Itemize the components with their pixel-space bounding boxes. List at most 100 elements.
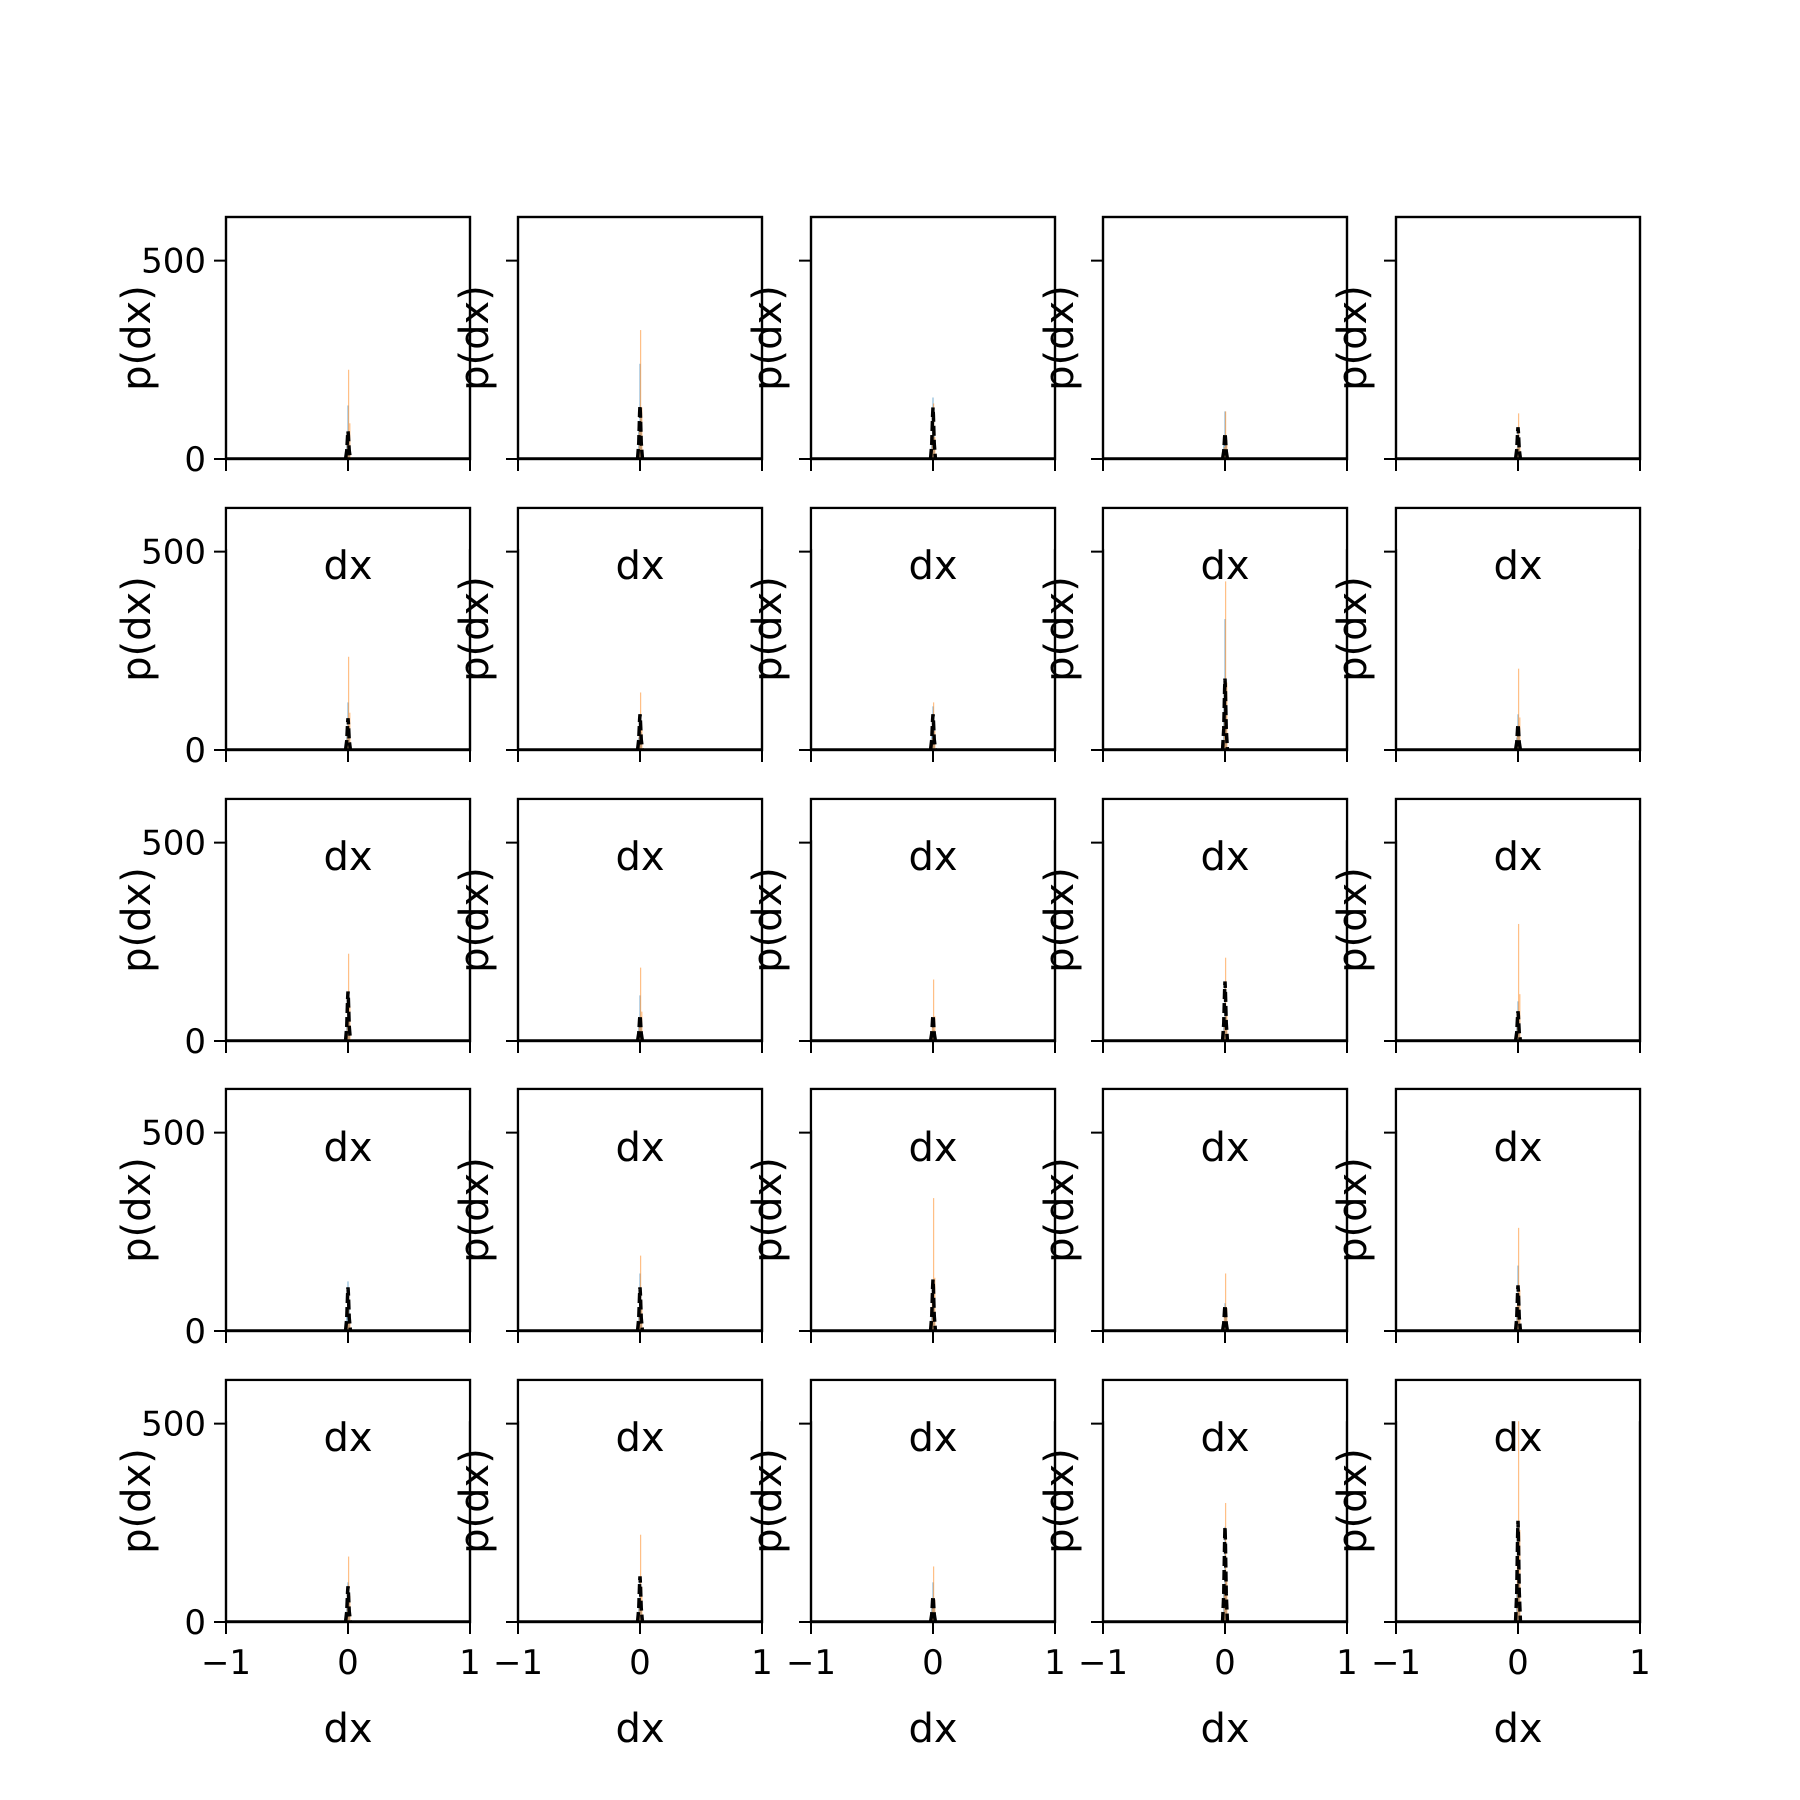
dashed-density-r1c5 bbox=[1513, 427, 1523, 460]
hist-b-bar-r5c4-2 bbox=[1226, 1574, 1228, 1622]
hist-b-bar-r4c4-2 bbox=[1226, 1307, 1228, 1331]
y-axis-label-r3c3: p(dx) bbox=[745, 867, 791, 973]
xtick-label-r5c1-1: 0 bbox=[337, 1643, 359, 1683]
x-axis-label-r4c3: dx bbox=[908, 1415, 957, 1461]
xtick-label-r5c5-0: −1 bbox=[1371, 1643, 1421, 1683]
hist-b-bar-r4c5-1 bbox=[1517, 1227, 1520, 1331]
y-axis-label-r5c5: p(dx) bbox=[1330, 1448, 1376, 1554]
x-axis-label-r1c4: dx bbox=[1200, 543, 1249, 589]
y-axis-label-r4c3: p(dx) bbox=[745, 1157, 791, 1263]
x-axis-label-r3c5: dx bbox=[1493, 1125, 1542, 1171]
x-axis-label-r1c3: dx bbox=[908, 543, 957, 589]
y-axis-label-r5c4: p(dx) bbox=[1037, 1448, 1083, 1554]
y-axis-label-r3c1: p(dx) bbox=[114, 867, 160, 973]
y-axis-label-r2c4: p(dx) bbox=[1037, 576, 1083, 682]
xtick-label-r5c2-2: 1 bbox=[751, 1643, 773, 1683]
x-axis-label-r1c2: dx bbox=[615, 543, 664, 589]
x-axis-label-r3c4: dx bbox=[1200, 1125, 1249, 1171]
y-axis-label-r3c2: p(dx) bbox=[452, 867, 498, 973]
dashed-density-r1c4 bbox=[1220, 433, 1230, 460]
overlap-mask-r5c2 bbox=[519, 1381, 761, 1422]
y-axis-label-r1c1: p(dx) bbox=[114, 285, 160, 391]
y-axis-label-r1c2: p(dx) bbox=[452, 285, 498, 391]
ytick-label-r2c1-1: 500 bbox=[141, 533, 206, 573]
overlap-mask-r5c4 bbox=[1104, 1381, 1346, 1422]
x-axis-label-r5c4: dx bbox=[1200, 1706, 1249, 1752]
dashed-density-r2c1 bbox=[343, 718, 353, 751]
y-axis-label-r5c2: p(dx) bbox=[452, 1448, 498, 1554]
xtick-label-r5c1-0: −1 bbox=[201, 1643, 251, 1683]
dashed-density-r3c5 bbox=[1513, 1011, 1523, 1042]
xtick-label-r5c2-0: −1 bbox=[493, 1643, 543, 1683]
ytick-label-r5c1-0: 0 bbox=[184, 1603, 206, 1643]
hist-b-bar-r3c1-2 bbox=[349, 1006, 351, 1041]
y-axis-label-r4c5: p(dx) bbox=[1330, 1157, 1376, 1263]
hist-b-bar-r1c2-2 bbox=[641, 407, 643, 459]
x-axis-label-r4c4: dx bbox=[1200, 1415, 1249, 1461]
x-axis-label-r2c1: dx bbox=[323, 834, 372, 880]
y-axis-label-r2c1: p(dx) bbox=[114, 576, 160, 682]
x-axis-label-r5c2: dx bbox=[615, 1706, 664, 1752]
ytick-label-r1c1-1: 500 bbox=[141, 242, 206, 282]
y-axis-label-r5c3: p(dx) bbox=[745, 1448, 791, 1554]
ytick-label-r5c1-1: 500 bbox=[141, 1405, 206, 1445]
overlap-mask-r2c3 bbox=[812, 509, 1054, 550]
overlap-mask-r4c5 bbox=[1397, 1090, 1639, 1131]
ytick-label-r4c1-1: 500 bbox=[141, 1114, 206, 1154]
overlap-mask-r4c2 bbox=[519, 1090, 761, 1131]
ytick-label-r2c1-0: 0 bbox=[184, 731, 206, 771]
overlap-mask-r2c1 bbox=[227, 509, 469, 550]
x-axis-label-r3c1: dx bbox=[323, 1125, 372, 1171]
dashed-density-r4c4 bbox=[1220, 1305, 1230, 1332]
dashed-density-r3c2 bbox=[635, 1015, 645, 1042]
dashed-density-r4c5 bbox=[1513, 1285, 1523, 1332]
dashed-density-r5c5 bbox=[1513, 1520, 1523, 1623]
hist-b-bar-r3c4-0 bbox=[1223, 1020, 1225, 1041]
y-axis-label-r3c4: p(dx) bbox=[1037, 867, 1083, 973]
x-axis-label-r5c1: dx bbox=[323, 1706, 372, 1752]
y-axis-label-r2c2: p(dx) bbox=[452, 576, 498, 682]
dashed-density-r1c2 bbox=[635, 405, 645, 460]
hist-b-bar-r5c5-1 bbox=[1517, 1391, 1520, 1622]
xtick-label-r5c3-2: 1 bbox=[1044, 1643, 1066, 1683]
overlap-mask-r2c2 bbox=[519, 509, 761, 550]
hist-b-bar-r3c1-0 bbox=[346, 1019, 348, 1041]
hist-b-bar-r3c3-1 bbox=[932, 979, 935, 1041]
xtick-label-r5c3-0: −1 bbox=[786, 1643, 836, 1683]
hist-b-bar-r1c4-1 bbox=[1224, 411, 1227, 459]
dashed-density-r4c1 bbox=[343, 1287, 353, 1332]
y-axis-label-r1c3: p(dx) bbox=[745, 285, 791, 391]
x-axis-label-r2c3: dx bbox=[908, 834, 957, 880]
y-axis-label-r2c5: p(dx) bbox=[1330, 576, 1376, 682]
x-axis-label-r1c5: dx bbox=[1493, 543, 1542, 589]
dashed-density-r2c3 bbox=[928, 714, 938, 751]
dashed-density-r1c3 bbox=[928, 407, 938, 460]
x-axis-label-r5c5: dx bbox=[1493, 1706, 1542, 1752]
hist-b-bar-r4c1-2 bbox=[349, 1316, 351, 1331]
overlap-mask-r5c3 bbox=[812, 1381, 1054, 1422]
y-axis-label-r3c5: p(dx) bbox=[1330, 867, 1376, 973]
y-axis-label-r4c2: p(dx) bbox=[452, 1157, 498, 1263]
ytick-label-r4c1-0: 0 bbox=[184, 1312, 206, 1352]
hist-b-bar-r5c3-1 bbox=[932, 1566, 935, 1622]
x-axis-label-r3c2: dx bbox=[615, 1125, 664, 1171]
hist-b-bar-r2c5-1 bbox=[1517, 668, 1520, 750]
overlap-mask-r3c1 bbox=[227, 800, 469, 841]
overlap-mask-r5c1 bbox=[227, 1381, 469, 1422]
x-axis-label-r3c3: dx bbox=[908, 1125, 957, 1171]
hist-b-bar-r3c5-1 bbox=[1517, 923, 1520, 1041]
overlap-mask-r5c5 bbox=[1397, 1381, 1639, 1422]
hist-b-bar-r1c2-1 bbox=[639, 330, 642, 459]
hist-b-bar-r4c3-1 bbox=[932, 1198, 935, 1331]
hist-b-bar-r2c4-2 bbox=[1226, 682, 1228, 750]
overlap-mask-r4c1 bbox=[227, 1090, 469, 1131]
x-axis-label-r4c2: dx bbox=[615, 1415, 664, 1461]
overlap-mask-r2c4 bbox=[1104, 509, 1346, 550]
dashed-density-r2c5 bbox=[1513, 724, 1523, 751]
y-axis-label-r1c4: p(dx) bbox=[1037, 285, 1083, 391]
xtick-label-r5c3-1: 0 bbox=[922, 1643, 944, 1683]
hist-b-bar-r5c2-0 bbox=[638, 1600, 640, 1622]
x-axis-label-r2c4: dx bbox=[1200, 834, 1249, 880]
